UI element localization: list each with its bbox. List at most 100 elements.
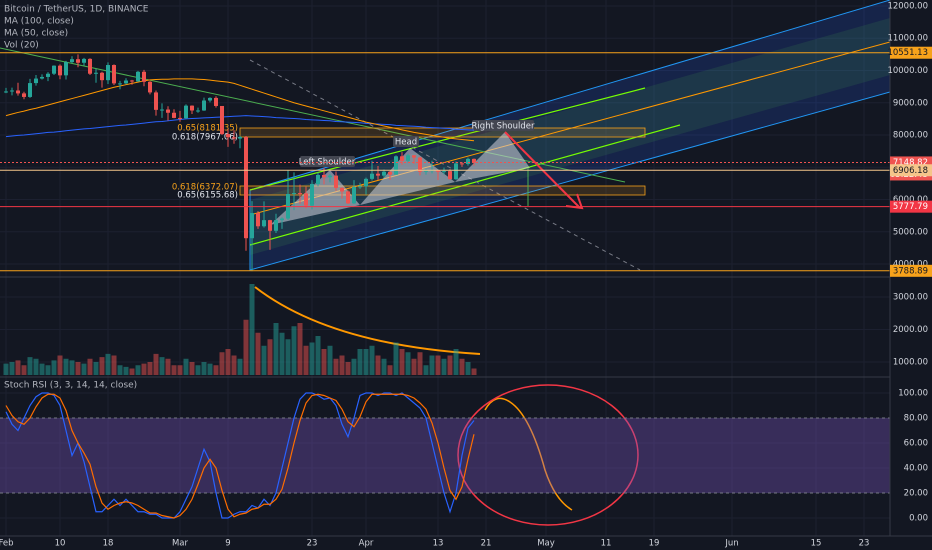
volume-bar [123,366,129,375]
candle-body [220,105,224,135]
volume-bar [75,361,81,375]
volume-bar [411,358,417,375]
x-tick-label: May [537,539,555,549]
volume-bar [213,365,219,375]
volume-bar [201,361,207,375]
volume-bar [45,365,51,375]
volume-bar [369,345,375,375]
candle-body [142,71,146,82]
volume-bar [87,358,93,375]
volume-bar [315,335,321,375]
volume-bar [195,365,201,375]
volume-bar [393,342,399,375]
candle-body [436,170,440,172]
candle-body [88,58,92,74]
volume-bar [303,345,309,375]
x-tick-label: Mar [172,539,189,549]
volume-bar [9,361,15,375]
candle-body [46,73,50,77]
x-tick-label: 23 [307,539,318,549]
candle-body [466,158,470,165]
candle-body [4,91,8,93]
volume-bar [15,360,21,375]
volume-bar [471,368,477,375]
volume-bar [297,322,303,375]
candle-body [154,92,158,110]
stoch-line [5,392,475,519]
volume-bar [27,357,33,375]
volume-bar [165,358,171,375]
legend-entry: MA (100, close) [4,17,74,27]
candle-body [100,72,104,81]
fib-zone-upper [239,127,646,138]
volume-bar [39,363,45,375]
volume-bar [153,353,159,375]
price-label-box [890,46,932,59]
price-label: 6906.18 [893,166,928,176]
volume-bar [423,365,429,375]
y-tick-label: 12000.00 [887,1,928,11]
candle-body [304,193,308,206]
y-tick-label: 5000.00 [893,227,928,237]
candle-body [262,220,266,227]
x-tick-label: 19 [649,539,660,549]
x-tick-label: Apr [359,539,374,549]
candle-body [160,109,164,111]
candle-body [148,81,152,93]
candle-body [370,173,374,179]
drawings: Left Shoulder Head Right Shoulder 0.65(8… [0,0,891,526]
x-tick-label: 13 [433,539,444,549]
volume-bar [429,355,435,375]
candle-body [280,218,284,221]
candle-body [316,174,320,185]
volume-bar [219,352,225,375]
channel-top [249,87,646,191]
candle-body [52,65,56,74]
candle-body [40,76,44,79]
volume-bar [405,352,411,375]
rsi-projection [484,397,573,511]
volume-bar [381,358,387,375]
candle-body [352,186,356,204]
y-tick-label: 100.00 [898,389,928,399]
candle-body [124,80,128,84]
price-label-box [890,200,932,213]
y-tick-label: 60.00 [904,439,928,449]
candle-body [184,105,188,119]
candle-body [400,156,404,161]
fib-label: 0.65(8181.35) [177,124,238,134]
y-tick-label: 20.00 [904,489,928,499]
label-box [472,120,534,131]
y-tick-label: 8000.00 [893,131,928,141]
symbol-title: Bitcoin / TetherUS, 1D, BINANCE [4,5,149,15]
candle-body [472,158,476,163]
volume-bar [363,348,369,375]
x-tick-label: Jun [724,539,738,549]
volume-bar [147,361,153,375]
volume-bar [207,363,213,375]
y-tick-label: 10000.00 [887,66,928,76]
volume-bar [351,358,357,375]
candle-body [82,58,86,63]
volume-bar [105,353,111,375]
candle-body [310,184,314,206]
volume-bar [21,365,27,375]
volume-bar [327,345,333,375]
candle-body [460,163,464,165]
candle-body [346,191,350,204]
stoch-line [5,393,475,519]
fib-label: 0.65(6155.68) [177,191,238,201]
x-tick-label: 23 [859,539,870,549]
volume-bar [321,348,327,375]
candle-body [106,65,110,81]
volume-bar [273,322,279,375]
right-shoulder-shape [455,132,530,182]
volume-bar [387,365,393,375]
candle-body [76,59,80,63]
volume-bar [267,339,273,375]
price-label: 7148.82 [893,158,928,168]
volume-bar [255,332,261,375]
pitchfork-inner [250,18,890,255]
